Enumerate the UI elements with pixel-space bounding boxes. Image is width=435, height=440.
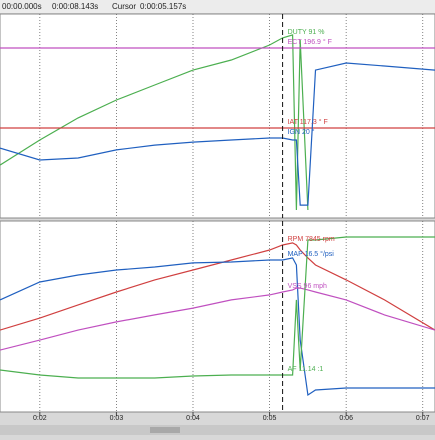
trace-label: MAP 16.5 °/psi — [288, 250, 335, 258]
start-time: 00:00.000s — [2, 2, 42, 11]
scrollbar[interactable] — [0, 425, 435, 435]
cursor-time: 0:00:05.157s — [140, 2, 186, 11]
x-tick-label: 0:03 — [110, 415, 124, 422]
x-tick-label: 0:02 — [33, 415, 47, 422]
trace-label: ECT 196.9 ° F — [288, 38, 332, 46]
trace-label: IGN 20 ° — [288, 128, 315, 136]
toolbar — [0, 0, 435, 13]
trace-label: AF 11.14 :1 — [288, 366, 324, 373]
trace-label: RPM 7845 rpm — [288, 236, 335, 243]
cursor-label: Cursor — [112, 2, 136, 11]
x-tick-label: 0:04 — [186, 415, 200, 422]
x-tick-label: 0:07 — [416, 415, 430, 422]
trace — [0, 257, 435, 397]
x-tick-label: 0:06 — [339, 415, 353, 422]
bottom-panel — [0, 220, 435, 413]
scroll-thumb[interactable] — [150, 427, 180, 433]
trace — [0, 34, 309, 211]
trace-label: VSS 96 mph — [288, 283, 327, 290]
end-time: 0:00:08.143s — [52, 2, 98, 11]
trace — [0, 287, 435, 351]
x-tick-label: 0:05 — [263, 415, 277, 422]
top-panel — [0, 13, 435, 219]
trace-label: IAT 117.3 ° F — [288, 118, 328, 126]
trace-label: DUTY 91 % — [288, 29, 325, 36]
